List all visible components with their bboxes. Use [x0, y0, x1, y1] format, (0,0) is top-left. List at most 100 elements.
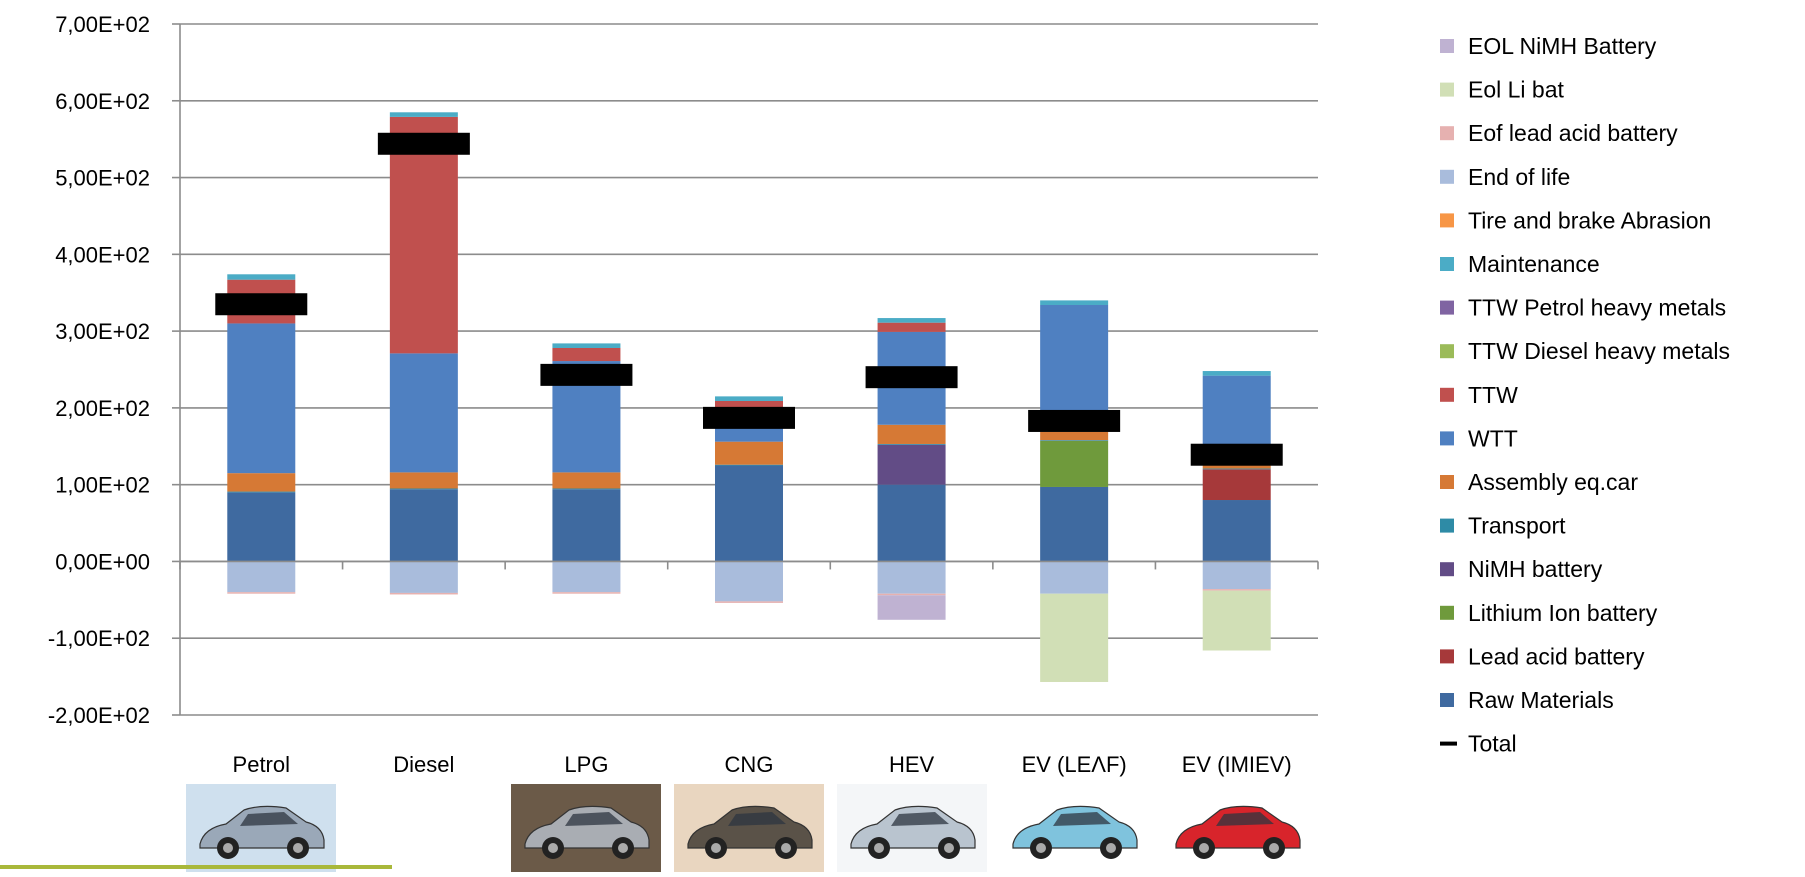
bar-segment-eol-nimh-battery	[877, 595, 946, 620]
hubcap	[711, 843, 721, 853]
bar-segment-eof-lead-acid-battery	[1202, 589, 1271, 591]
bar-segment-eof-lead-acid-battery	[715, 601, 783, 603]
legend-swatch-assembly-eq-car	[1440, 475, 1454, 489]
y-tick-label: 2,00E+02	[55, 396, 150, 421]
category-label: HEV	[889, 752, 935, 777]
car-icon	[849, 805, 976, 859]
total-marker	[865, 366, 958, 389]
bar-segment-maintenance	[552, 343, 621, 349]
legend-label: Eof lead acid battery	[1468, 120, 1678, 146]
bar-segment-transport	[715, 464, 783, 466]
y-tick-label: 4,00E+02	[55, 242, 150, 267]
bar-segment-lithium-ion-battery	[1040, 440, 1109, 487]
hubcap	[223, 843, 234, 853]
bar-segment-eof-lead-acid-battery	[389, 592, 458, 595]
y-tick-label: 7,00E+02	[55, 12, 150, 37]
bar-segment-ttw	[877, 322, 946, 332]
hubcap	[781, 843, 791, 853]
legend-swatch-ttw-petrol-heavy-metals	[1440, 300, 1454, 315]
bar-segment-assembly-eq-car	[715, 441, 783, 465]
bar-segment-maintenance	[1202, 371, 1271, 376]
bar-segment-maintenance	[227, 274, 296, 280]
legend-label: Maintenance	[1468, 251, 1600, 277]
bar-segment-transport	[227, 491, 296, 493]
bar-segment-raw-materials	[227, 492, 296, 562]
car-icon	[1012, 805, 1138, 859]
legend-swatch-total	[1440, 741, 1457, 746]
car-window	[1215, 812, 1274, 826]
car-icon	[1175, 805, 1301, 859]
total-markers	[215, 132, 1283, 466]
legend-label: Assembly eq.car	[1468, 469, 1638, 495]
bar-segment-eof-lead-acid-battery	[552, 592, 621, 594]
bar-segment-raw-materials	[1040, 486, 1109, 562]
hubcap	[1268, 843, 1279, 853]
legend-label: Raw Materials	[1468, 687, 1614, 713]
legend-swatch-end-of-life	[1440, 169, 1454, 184]
bar-segment-transport	[1040, 440, 1109, 441]
bar-segment-assembly-eq-car	[1202, 465, 1271, 469]
legend-label: Lithium Ion battery	[1468, 600, 1658, 626]
bar-segment-end-of-life	[715, 561, 783, 602]
car-photo	[674, 784, 824, 872]
bar-segment-transport	[552, 488, 621, 490]
bar-segment-end-of-life	[389, 561, 458, 593]
bar-segment-wtt	[715, 426, 783, 442]
bar-segment-end-of-life	[1040, 561, 1109, 594]
car-photo	[836, 784, 987, 872]
legend-label: NiMH battery	[1468, 556, 1603, 582]
category-label: Petrol	[233, 752, 290, 777]
legend-label: Eol Li bat	[1468, 77, 1565, 103]
accent-underline	[0, 865, 392, 869]
bar-segment-raw-materials	[389, 489, 458, 562]
bar-segment-transport	[1202, 468, 1271, 470]
category-label: Diesel	[393, 752, 454, 777]
legend-label: Lead acid battery	[1468, 643, 1645, 669]
hubcap	[618, 843, 629, 853]
legend-label: End of life	[1468, 164, 1570, 190]
hubcap	[1198, 843, 1209, 853]
car-icon	[199, 805, 325, 859]
car-window	[1053, 812, 1112, 826]
legend-swatch-lead-acid-battery	[1440, 649, 1454, 664]
legend: EOL NiMH Battery Eol Li bat Eof lead acid …	[1440, 33, 1730, 757]
y-axis-ticks: 7,00E+02 6,00E+02 5,00E+02 4,00E+02 3,00E+02…	[48, 12, 180, 728]
legend-swatch-eol-nimh-battery	[1440, 39, 1454, 53]
total-marker	[1190, 443, 1283, 466]
category-label: EV (LEΛF)	[1022, 752, 1127, 777]
total-marker	[215, 293, 308, 316]
car-photo	[511, 784, 662, 872]
bar-segment-eof-lead-acid-battery	[877, 593, 946, 596]
y-tick-label: 0,00E+00	[55, 549, 150, 574]
legend-label: TTW Petrol heavy metals	[1468, 295, 1726, 321]
bar-segment-end-of-life	[552, 561, 621, 593]
legend-swatch-wtt	[1440, 431, 1454, 446]
bar-segment-raw-materials	[715, 465, 783, 562]
hubcap	[1106, 843, 1117, 853]
legend-swatch-ttw	[1440, 387, 1454, 402]
total-marker	[377, 132, 470, 155]
bar-segment-maintenance	[715, 396, 783, 401]
bar-segment-assembly-eq-car	[877, 424, 946, 444]
legend-swatch-nimh-battery	[1440, 562, 1454, 577]
legend-swatch-ttw-diesel-heavy-metals	[1440, 344, 1454, 359]
car-icon	[687, 805, 813, 859]
category-labels: Petrol Diesel LPG CNG HEV EV (LEΛF) EV (IMIEV)	[233, 752, 1292, 777]
car-window	[728, 812, 786, 826]
bar-segment-nimh-battery	[877, 444, 946, 485]
hubcap	[548, 843, 559, 853]
legend-label: Total	[1468, 731, 1517, 757]
legend-label: WTT	[1468, 425, 1518, 451]
bar-segment-assembly-eq-car	[389, 472, 458, 489]
hubcap	[873, 843, 884, 853]
bar-segment-maintenance	[877, 318, 946, 323]
bar-segment-eof-lead-acid-battery	[227, 592, 296, 594]
legend-swatch-eof-lead-acid-battery	[1440, 126, 1454, 141]
bar-segment-lead-acid-battery	[1202, 469, 1271, 501]
total-marker	[1028, 409, 1121, 432]
bar-segment-transport	[389, 488, 458, 490]
bar-segment-ttw	[389, 116, 458, 354]
bar-segment-eol-li-bat	[1202, 590, 1271, 651]
gridlines	[180, 23, 1318, 716]
